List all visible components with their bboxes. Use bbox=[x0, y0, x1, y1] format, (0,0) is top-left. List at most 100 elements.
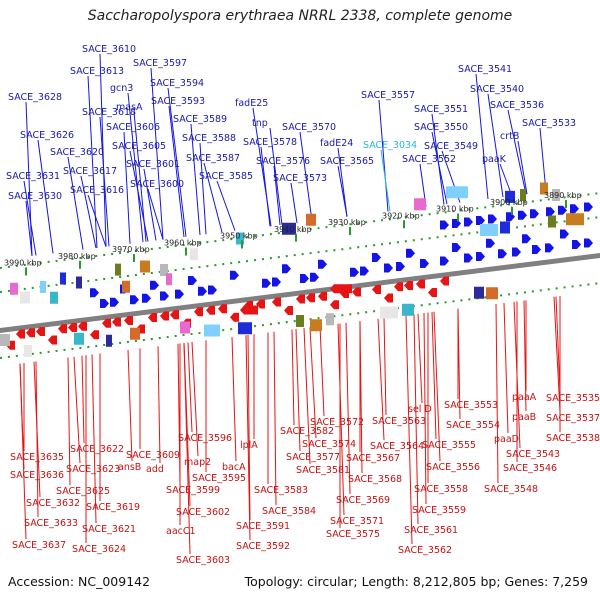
gene-label-top[interactable]: fadE24 bbox=[320, 138, 353, 149]
reverse-gene-arrow[interactable] bbox=[170, 310, 179, 320]
gene-label-bottom[interactable]: paaA bbox=[512, 392, 537, 403]
gene-label-bottom[interactable]: SACE_3572 bbox=[310, 417, 364, 428]
reverse-gene-arrow[interactable] bbox=[352, 287, 361, 297]
gene-function-block[interactable] bbox=[500, 221, 510, 234]
gene-label-top[interactable]: SACE_3034 bbox=[363, 140, 417, 151]
gene-label-top[interactable]: SACE_3610 bbox=[82, 44, 136, 55]
forward-gene-arrow[interactable] bbox=[464, 253, 473, 263]
forward-gene-arrow[interactable] bbox=[198, 286, 207, 296]
forward-gene-arrow[interactable] bbox=[160, 291, 169, 301]
forward-gene-arrow[interactable] bbox=[464, 217, 473, 227]
gene-label-bottom[interactable]: SACE_3595 bbox=[192, 473, 246, 484]
gene-label-bottom[interactable]: SACE_3633 bbox=[24, 518, 78, 529]
reverse-gene-arrow[interactable] bbox=[112, 317, 121, 327]
gene-label-top[interactable]: SACE_3628 bbox=[8, 92, 62, 103]
forward-gene-arrow[interactable] bbox=[452, 243, 461, 252]
gene-label-bottom[interactable]: SACE_3574 bbox=[302, 439, 356, 450]
gene-label-bottom[interactable]: SACE_3537 bbox=[546, 413, 600, 424]
gene-label-top[interactable]: SACE_3626 bbox=[20, 130, 74, 141]
gene-label-top[interactable]: SACE_3589 bbox=[173, 114, 227, 125]
gene-label-top[interactable]: SACE_3587 bbox=[186, 153, 240, 164]
gene-function-block[interactable] bbox=[50, 291, 58, 304]
gene-label-top[interactable]: SACE_3606 bbox=[106, 122, 160, 133]
forward-gene-arrow[interactable] bbox=[476, 216, 485, 225]
gene-label-top[interactable]: SACE_3557 bbox=[361, 90, 415, 101]
gene-label-top[interactable]: SACE_3597 bbox=[133, 58, 187, 69]
gene-label-top[interactable]: SACE_3600 bbox=[130, 179, 184, 190]
gene-label-bottom[interactable]: SACE_3558 bbox=[414, 484, 468, 495]
gene-label-bottom[interactable]: SACE_3602 bbox=[176, 507, 230, 518]
forward-gene-arrow[interactable] bbox=[188, 276, 197, 285]
gene-label-top[interactable]: crtB bbox=[500, 131, 519, 142]
gene-label-top[interactable]: SACE_3536 bbox=[490, 100, 544, 111]
gene-label-bottom[interactable]: SACE_3553 bbox=[444, 400, 498, 411]
forward-gene-arrow[interactable] bbox=[100, 299, 109, 308]
forward-gene-arrow[interactable] bbox=[272, 277, 281, 287]
gene-label-top[interactable]: SACE_3631 bbox=[6, 171, 60, 182]
gene-function-block[interactable] bbox=[505, 190, 515, 203]
gene-function-block[interactable] bbox=[306, 213, 316, 226]
gene-function-block[interactable] bbox=[0, 334, 10, 346]
gene-label-bottom[interactable]: SACE_3568 bbox=[348, 474, 402, 485]
reverse-gene-arrow[interactable] bbox=[16, 329, 25, 339]
forward-gene-arrow[interactable] bbox=[230, 270, 239, 280]
gene-label-top[interactable]: SACE_3630 bbox=[8, 191, 62, 202]
gene-label-top[interactable]: SACE_3617 bbox=[63, 166, 117, 177]
gene-label-bottom[interactable]: ansB bbox=[118, 462, 141, 473]
forward-gene-arrow[interactable] bbox=[486, 238, 495, 248]
gene-label-top[interactable]: masA bbox=[116, 102, 143, 113]
gene-function-block[interactable] bbox=[24, 345, 32, 357]
reverse-gene-arrow[interactable] bbox=[318, 291, 327, 301]
gene-function-block[interactable] bbox=[106, 334, 112, 347]
reverse-gene-arrow[interactable] bbox=[428, 288, 437, 297]
gene-label-top[interactable]: SACE_3601 bbox=[126, 159, 180, 170]
forward-gene-arrow[interactable] bbox=[384, 263, 393, 273]
forward-gene-arrow[interactable] bbox=[130, 295, 139, 305]
reverse-gene-arrow[interactable] bbox=[26, 328, 35, 338]
forward-gene-arrow[interactable] bbox=[488, 214, 497, 224]
forward-gene-arrow[interactable] bbox=[142, 293, 151, 303]
forward-gene-arrow[interactable] bbox=[420, 259, 429, 268]
forward-gene-arrow[interactable] bbox=[262, 278, 271, 288]
gene-label-top[interactable]: SACE_3550 bbox=[414, 122, 468, 133]
gene-label-bottom[interactable]: SACE_3637 bbox=[12, 540, 66, 551]
reverse-gene-arrow[interactable] bbox=[36, 327, 45, 336]
gene-label-bottom[interactable]: map2 bbox=[184, 457, 211, 468]
forward-gene-arrow[interactable] bbox=[545, 243, 554, 253]
gene-label-bottom[interactable]: SACE_3625 bbox=[56, 486, 110, 497]
gene-label-bottom[interactable]: SACE_3609 bbox=[126, 450, 180, 461]
forward-gene-arrow[interactable] bbox=[440, 256, 449, 266]
gene-function-block[interactable] bbox=[74, 332, 84, 345]
gene-function-block[interactable] bbox=[122, 280, 130, 293]
forward-gene-arrow[interactable] bbox=[498, 249, 507, 259]
gene-function-block[interactable] bbox=[10, 282, 18, 295]
gene-label-top[interactable]: paaK bbox=[482, 154, 507, 165]
gene-function-block[interactable] bbox=[552, 189, 560, 201]
gene-label-top[interactable]: SACE_3618 bbox=[82, 107, 136, 118]
gene-function-block[interactable] bbox=[402, 303, 414, 316]
gene-label-bottom[interactable]: SACE_3592 bbox=[236, 541, 290, 552]
reverse-gene-arrow[interactable] bbox=[194, 307, 203, 317]
forward-gene-arrow[interactable] bbox=[350, 267, 359, 277]
gene-function-block[interactable] bbox=[566, 213, 584, 226]
gene-function-block[interactable] bbox=[76, 276, 82, 289]
gene-label-bottom[interactable]: SACE_3635 bbox=[10, 452, 64, 463]
reverse-gene-arrow[interactable] bbox=[230, 312, 239, 322]
forward-gene-arrow[interactable] bbox=[452, 219, 461, 228]
forward-gene-arrow[interactable] bbox=[476, 252, 485, 261]
reverse-gene-arrow[interactable] bbox=[272, 297, 281, 307]
gene-function-block[interactable] bbox=[60, 272, 66, 285]
forward-gene-arrow[interactable] bbox=[522, 234, 531, 244]
gene-label-bottom[interactable]: SACE_3623 bbox=[66, 464, 120, 475]
gene-function-block[interactable] bbox=[166, 273, 172, 286]
gene-label-top[interactable]: SACE_3549 bbox=[424, 141, 478, 152]
gene-function-block[interactable] bbox=[548, 215, 556, 228]
forward-gene-arrow[interactable] bbox=[208, 285, 217, 295]
gene-function-block[interactable] bbox=[486, 287, 498, 300]
forward-gene-arrow[interactable] bbox=[318, 259, 327, 269]
reverse-gene-arrow[interactable] bbox=[440, 276, 449, 286]
gene-label-bottom[interactable]: SACE_3584 bbox=[262, 506, 316, 517]
gene-label-top[interactable]: SACE_3573 bbox=[273, 173, 327, 184]
forward-gene-arrow[interactable] bbox=[584, 202, 593, 212]
